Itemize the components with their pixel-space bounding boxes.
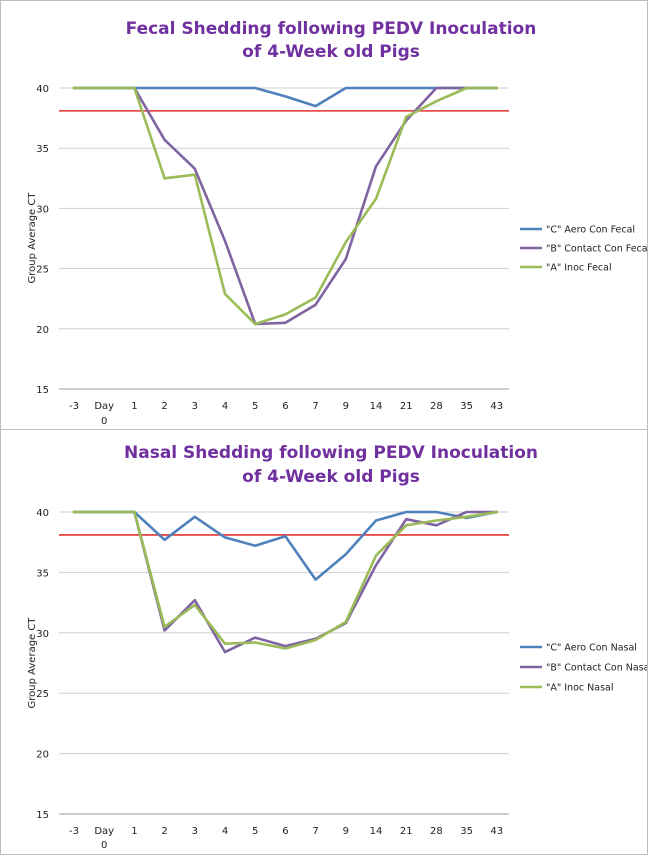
- x-tick-label: 4: [222, 401, 228, 412]
- x-tick-label: 6: [282, 826, 288, 837]
- legend-entry: "A" Inoc Fecal: [520, 263, 612, 274]
- x-tick-label: 14: [370, 826, 383, 837]
- x-tick-label: 5: [252, 826, 258, 837]
- x-tick-label: 14: [370, 401, 383, 412]
- y-tick-label: 25: [36, 265, 49, 276]
- x-tick-label: 28: [430, 826, 443, 837]
- y-tick-label: 15: [36, 385, 49, 396]
- legend-label: "B" Contact Con Nasal: [546, 663, 647, 674]
- nasal-chart-panel: Nasal Shedding following PEDV Inoculatio…: [0, 429, 648, 855]
- x-tick-label: 1: [131, 826, 137, 837]
- series-line-0: [72, 86, 499, 108]
- y-tick-label: 30: [36, 629, 49, 640]
- x-tick-label: 7: [312, 826, 318, 837]
- legend-entry: "A" Inoc Nasal: [520, 683, 613, 694]
- x-tick-label: 2: [161, 826, 167, 837]
- x-tick-label: 4: [222, 826, 228, 837]
- legend-label: "C" Aero Con Nasal: [546, 643, 637, 654]
- x-tick-label: 9: [343, 826, 349, 837]
- x-tick-label: 43: [490, 826, 503, 837]
- legend-entry: "B" Contact Con Fecal: [520, 244, 647, 255]
- fecal-chart-panel: Fecal Shedding following PEDV Inoculatio…: [0, 0, 648, 430]
- x-tick-label: 35: [460, 401, 473, 412]
- x-tick-label: 6: [282, 401, 288, 412]
- x-tick-label: Day 0: [94, 826, 114, 851]
- series-line-0: [72, 510, 499, 581]
- y-tick-label: 35: [36, 568, 49, 579]
- y-axis-label: Group Average CT: [27, 617, 38, 709]
- x-tick-label: 21: [400, 401, 413, 412]
- legend-entry: "C" Aero Con Fecal: [520, 225, 635, 236]
- legend-entry: "B" Contact Con Nasal: [520, 663, 647, 674]
- series-line-1: [72, 86, 499, 326]
- y-tick-label: 35: [36, 144, 49, 155]
- x-tick-label: 5: [252, 401, 258, 412]
- y-tick-label: 40: [36, 84, 49, 95]
- chart-subtitle: of 4-Week old Pigs: [242, 467, 420, 487]
- x-tick-label: 2: [161, 401, 167, 412]
- x-tick-label: 35: [460, 826, 473, 837]
- y-tick-label: 30: [36, 204, 49, 215]
- x-tick-label: 7: [312, 401, 318, 412]
- x-tick-label: 3: [192, 826, 198, 837]
- chart-title: Fecal Shedding following PEDV Inoculatio…: [126, 19, 537, 39]
- y-tick-label: 20: [36, 325, 49, 336]
- x-tick-label: 28: [430, 401, 443, 412]
- y-axis-label: Group Average CT: [27, 192, 38, 284]
- x-tick-label: 43: [490, 401, 503, 412]
- x-tick-label: 21: [400, 826, 413, 837]
- x-tick-label: 1: [131, 401, 137, 412]
- y-tick-label: 40: [36, 508, 49, 519]
- series-line-2: [72, 86, 499, 326]
- chart-subtitle: of 4-Week old Pigs: [242, 42, 420, 62]
- legend-entry: "C" Aero Con Nasal: [520, 643, 637, 654]
- y-tick-label: 20: [36, 750, 49, 761]
- series-line-1: [72, 510, 499, 654]
- legend-label: "B" Contact Con Fecal: [546, 244, 647, 255]
- x-tick-label: -3: [69, 401, 79, 412]
- x-tick-label: 3: [192, 401, 198, 412]
- y-tick-label: 25: [36, 689, 49, 700]
- chart-title: Nasal Shedding following PEDV Inoculatio…: [124, 443, 538, 463]
- legend-label: "C" Aero Con Fecal: [546, 225, 635, 236]
- legend-label: "A" Inoc Nasal: [546, 683, 613, 694]
- nasal-shedding-chart: Nasal Shedding following PEDV Inoculatio…: [27, 443, 647, 851]
- legend-label: "A" Inoc Fecal: [546, 263, 612, 274]
- fecal-shedding-chart: Fecal Shedding following PEDV Inoculatio…: [27, 19, 647, 427]
- x-tick-label: Day 0: [94, 401, 114, 427]
- x-tick-label: 9: [343, 401, 349, 412]
- series-line-2: [72, 510, 499, 650]
- x-tick-label: -3: [69, 826, 79, 837]
- y-tick-label: 15: [36, 810, 49, 821]
